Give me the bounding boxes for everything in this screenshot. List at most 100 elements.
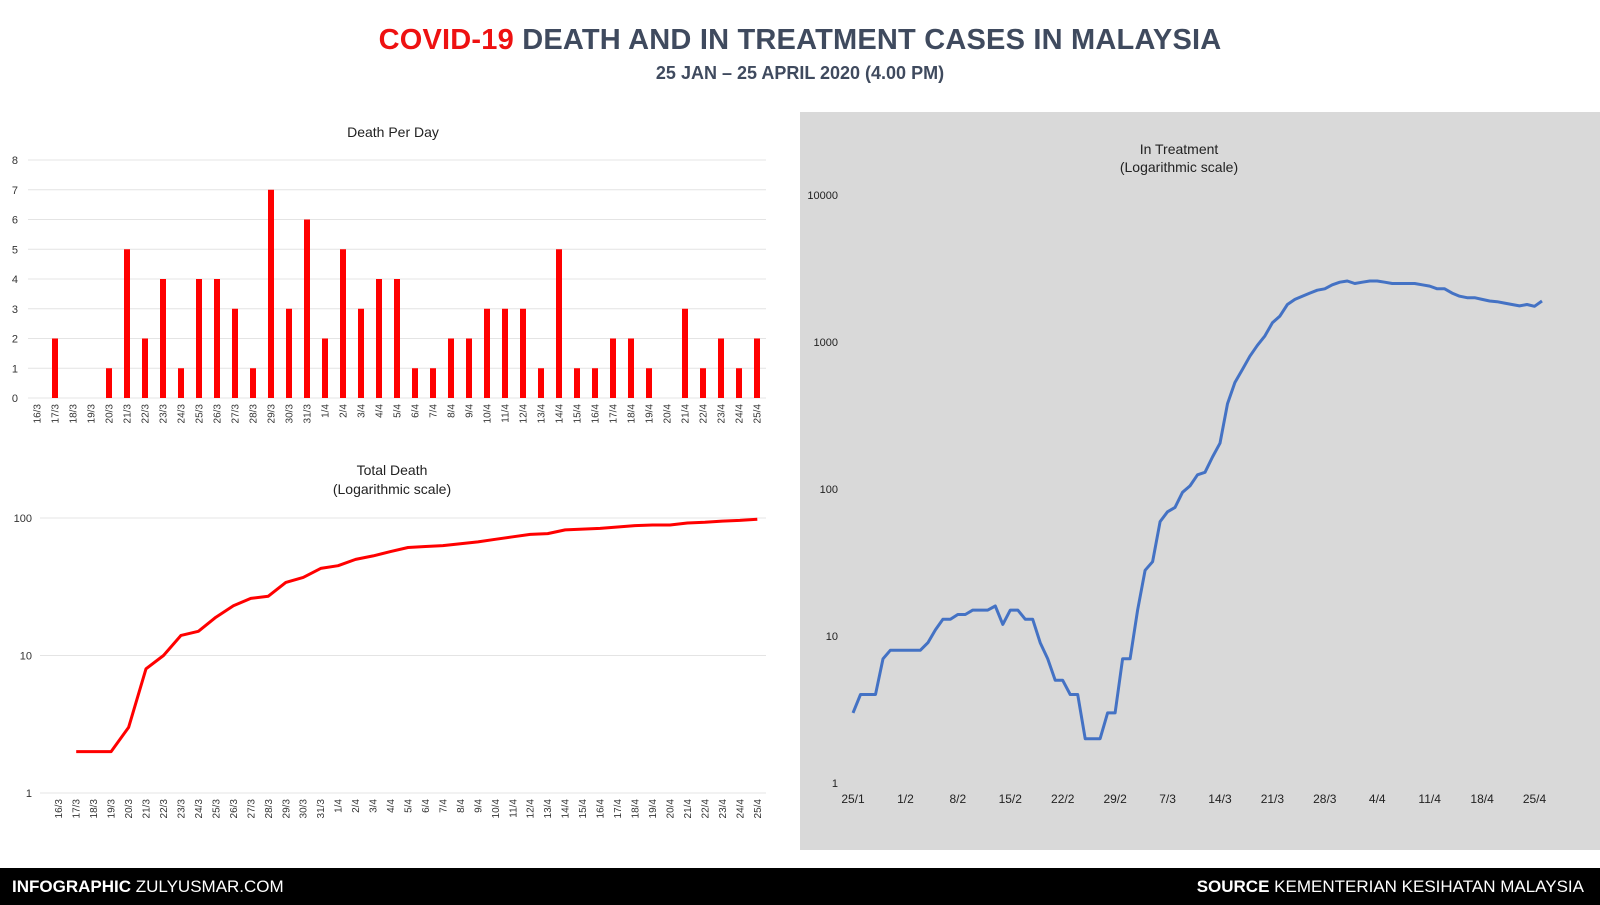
- bar: [718, 338, 724, 398]
- x-tick-label: 25/1: [841, 792, 865, 806]
- footer: INFOGRAPHIC ZULYUSMAR.COM SOURCE KEMENTE…: [0, 868, 1600, 905]
- bar: [484, 308, 490, 398]
- x-tick-label: 16/3: [33, 404, 44, 424]
- x-tick-label: 1/4: [321, 404, 332, 418]
- bar: [394, 279, 400, 398]
- x-tick-label: 29/2: [1103, 792, 1127, 806]
- x-tick-label: 18/4: [631, 799, 642, 819]
- bar: [682, 308, 688, 398]
- x-tick-label: 2/4: [351, 799, 362, 813]
- total-death-chart: Total Death (Logarithmic scale) 1 10 100 16/3…: [14, 462, 766, 819]
- bar: [376, 279, 382, 398]
- y-tick-label: 1: [12, 363, 18, 375]
- bar: [322, 338, 328, 398]
- x-tick-label: 21/4: [683, 799, 694, 819]
- y-tick-label: 0: [12, 393, 18, 405]
- footer-credit: INFOGRAPHIC ZULYUSMAR.COM: [12, 868, 284, 905]
- y-tick-label: 2: [12, 334, 18, 346]
- y-tick-label: 100: [14, 513, 32, 525]
- footer-source-label: SOURCE: [1196, 877, 1270, 896]
- x-tick-label: 17/3: [72, 799, 83, 819]
- x-tick-label: 24/4: [735, 799, 746, 819]
- x-tick-label: 27/3: [246, 799, 257, 819]
- footer-credit-text: ZULYUSMAR.COM: [131, 877, 284, 896]
- bar: [304, 219, 310, 398]
- bar: [592, 368, 598, 398]
- page-subtitle: 25 JAN – 25 APRIL 2020 (4.00 PM): [655, 63, 945, 83]
- x-tick-label: 23/3: [159, 404, 170, 424]
- bar: [142, 338, 148, 398]
- bar: [628, 338, 634, 398]
- y-tick-label: 3: [12, 304, 18, 316]
- title-highlight: COVID-19: [378, 24, 514, 56]
- y-tick-label: 7: [12, 185, 18, 197]
- x-tick-label: 27/3: [231, 404, 242, 424]
- x-tick-label: 25/4: [753, 799, 764, 819]
- death-per-day-chart: Death Per Day 0 1 2 3 4 5 6 7 8 16/3 17/3 18/3 19/3 20…: [12, 124, 766, 424]
- x-tick-label: 21/3: [1261, 792, 1285, 806]
- x-tick-label: 8/4: [456, 799, 467, 813]
- x-tick-label: 21/4: [681, 404, 692, 424]
- bar: [196, 279, 202, 398]
- x-tick-label: 16/4: [591, 404, 602, 424]
- bar: [412, 368, 418, 398]
- x-tick-label: 10/4: [491, 799, 502, 819]
- x-tick-label: 8/4: [447, 404, 458, 418]
- series-line-total-death: [76, 517, 758, 754]
- y-tick-label: 10000: [807, 190, 838, 202]
- x-tick-label: 5/4: [393, 404, 404, 418]
- x-tick-label: 29/3: [267, 404, 278, 424]
- x-tick-label: 11/4: [508, 799, 519, 818]
- bar: [286, 308, 292, 398]
- x-tick-label: 12/4: [519, 404, 530, 424]
- x-tick-label: 16/4: [596, 799, 607, 819]
- x-tick-label: 16/3: [54, 799, 65, 819]
- chart-title: Death Per Day: [347, 124, 439, 140]
- x-tick-label: 19/3: [107, 799, 118, 819]
- x-tick-label: 30/3: [285, 404, 296, 424]
- x-tick-label: 21/3: [142, 799, 153, 819]
- y-tick-label: 100: [820, 484, 838, 496]
- y-tick-label: 10: [826, 631, 838, 643]
- x-tick-label: 20/4: [663, 404, 674, 424]
- x-tick-label: 25/4: [1523, 792, 1547, 806]
- series-line-in-treatment: [851, 279, 1543, 741]
- footer-source: SOURCE KEMENTERIAN KESIHATAN MALAYSIA: [1197, 868, 1584, 905]
- x-tick-label: 28/3: [264, 799, 275, 819]
- x-tick-label: 22/3: [159, 799, 170, 819]
- x-tick-label: 25/3: [195, 404, 206, 424]
- x-tick-label: 31/3: [316, 799, 327, 819]
- bar: [268, 189, 274, 398]
- x-tick-label: 22/3: [141, 404, 152, 424]
- x-tick-label: 3/4: [369, 799, 380, 813]
- page-title: COVID-19 DEATH AND IN TREATMENT CASES IN…: [0, 24, 1600, 57]
- x-tick-label: 18/3: [89, 799, 100, 819]
- x-tick-label: 7/4: [438, 799, 449, 813]
- x-tick-label: 6/4: [411, 404, 422, 418]
- bar: [178, 368, 184, 398]
- x-tick-label: 19/4: [648, 799, 659, 819]
- y-tick-label: 1: [832, 778, 838, 790]
- x-tick-label: 18/4: [627, 404, 638, 424]
- x-tick-label: 11/4: [1418, 792, 1441, 806]
- x-tick-label: 1/4: [334, 799, 345, 813]
- footer-credit-label: INFOGRAPHIC: [12, 877, 131, 896]
- bar: [610, 338, 616, 398]
- x-tick-label: 30/3: [299, 799, 310, 819]
- in-treatment-panel: In Treatment (Logarithmic scale) 1 10 100 100…: [800, 112, 1600, 850]
- in-treatment-chart: In Treatment (Logarithmic scale) 1 10 100 100…: [807, 141, 1547, 806]
- y-tick-label: 1000: [814, 337, 838, 349]
- title-rest: DEATH AND IN TREATMENT CASES IN MALAYSIA: [522, 24, 1222, 56]
- bar: [754, 338, 760, 398]
- x-tick-label: 21/3: [123, 404, 134, 424]
- x-tick-label: 23/4: [718, 799, 729, 819]
- bar: [232, 308, 238, 398]
- x-tick-label: 17/3: [51, 404, 62, 424]
- x-tick-label: 15/4: [573, 404, 584, 424]
- x-tick-label: 19/4: [645, 404, 656, 424]
- x-tick-label: 28/3: [249, 404, 260, 424]
- x-tick-label: 24/4: [735, 404, 746, 424]
- x-tick-label: 13/4: [543, 799, 554, 819]
- x-tick-label: 1/2: [897, 792, 914, 806]
- x-tick-label: 7/3: [1159, 792, 1176, 806]
